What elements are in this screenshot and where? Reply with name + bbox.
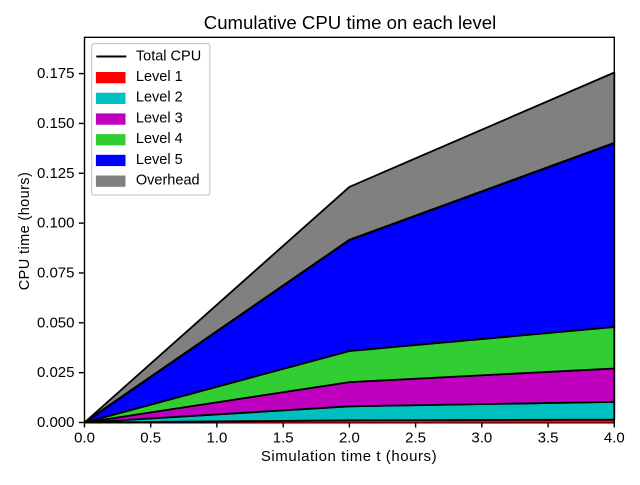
- svg-text:Level 2: Level 2: [136, 90, 183, 106]
- svg-text:Level 1: Level 1: [136, 69, 183, 85]
- svg-text:0.5: 0.5: [140, 429, 161, 446]
- svg-text:0.000: 0.000: [37, 414, 75, 431]
- svg-text:0.050: 0.050: [37, 314, 75, 331]
- svg-text:0.125: 0.125: [37, 165, 75, 182]
- svg-text:4.0: 4.0: [604, 429, 625, 446]
- svg-text:3.5: 3.5: [538, 429, 559, 446]
- svg-text:0.150: 0.150: [37, 115, 75, 132]
- svg-text:1.5: 1.5: [273, 429, 294, 446]
- svg-text:Simulation time t (hours): Simulation time t (hours): [261, 448, 437, 465]
- svg-text:0.100: 0.100: [37, 215, 75, 232]
- svg-text:2.5: 2.5: [405, 429, 426, 446]
- svg-text:0.175: 0.175: [37, 65, 75, 82]
- svg-text:3.0: 3.0: [471, 429, 492, 446]
- svg-text:0.0: 0.0: [74, 429, 95, 446]
- svg-text:Level 5: Level 5: [136, 152, 183, 168]
- svg-text:1.0: 1.0: [206, 429, 227, 446]
- svg-text:2.0: 2.0: [339, 429, 360, 446]
- svg-text:CPU time (hours): CPU time (hours): [17, 172, 33, 290]
- svg-text:Level 4: Level 4: [136, 131, 183, 147]
- svg-text:0.075: 0.075: [37, 265, 75, 282]
- svg-text:0.025: 0.025: [37, 364, 75, 381]
- svg-text:Level 3: Level 3: [136, 110, 183, 126]
- svg-text:Overhead: Overhead: [136, 173, 200, 189]
- svg-text:Total CPU: Total CPU: [136, 48, 201, 64]
- svg-text:Cumulative CPU time on each le: Cumulative CPU time on each level: [204, 12, 496, 33]
